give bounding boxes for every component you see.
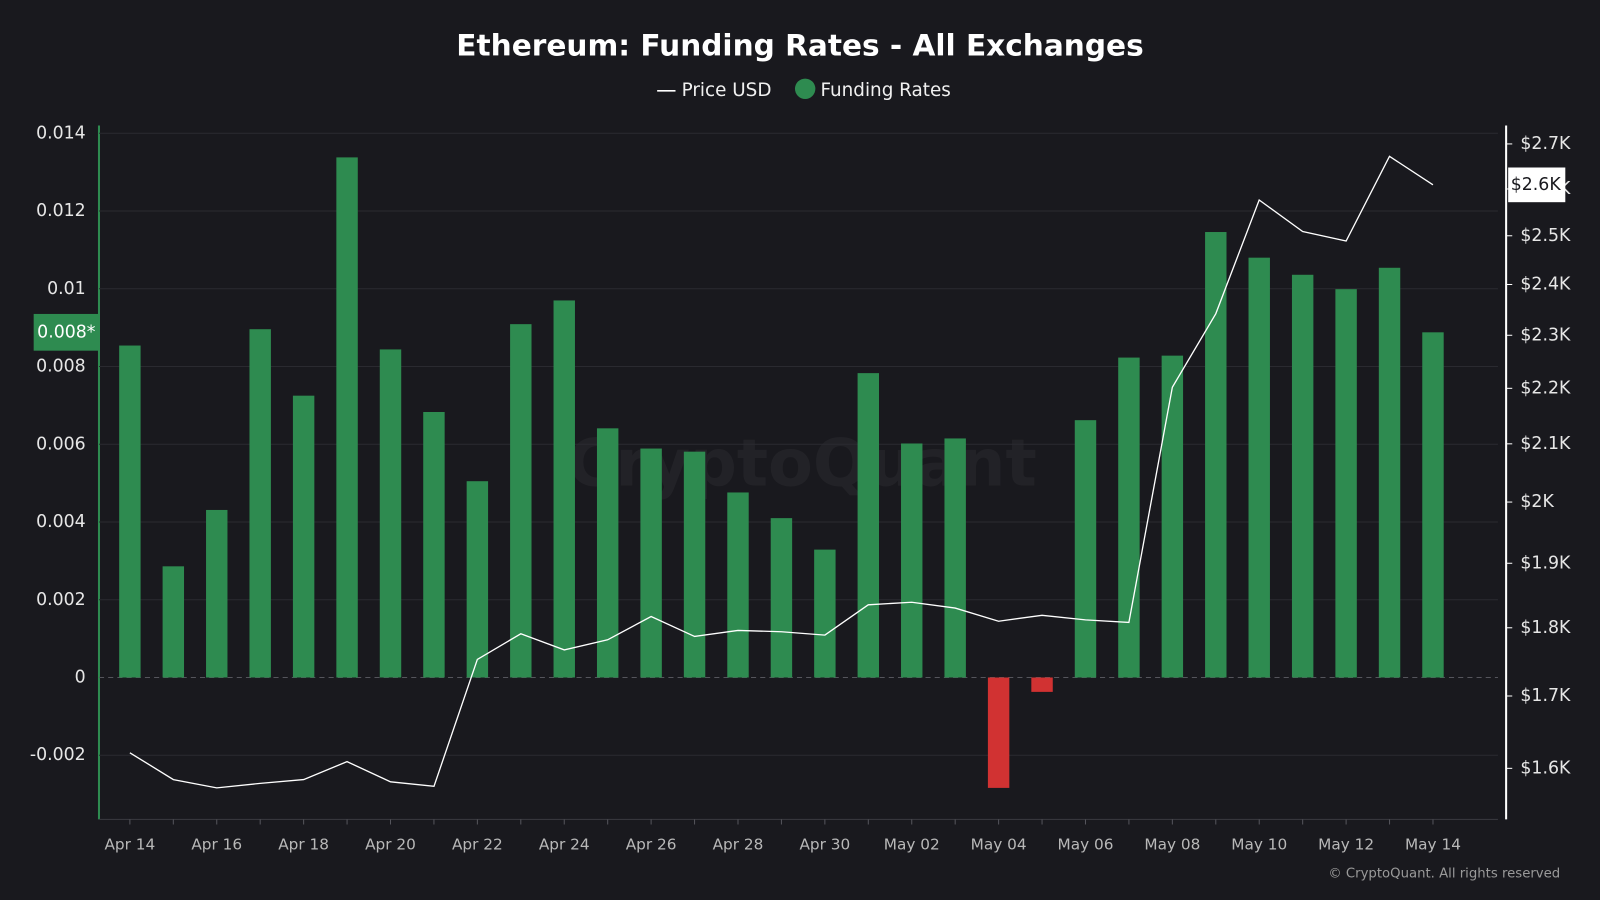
x-tick-label: May 04 — [971, 835, 1027, 853]
y2-tick-label: $1.9K — [1520, 553, 1571, 573]
y2-tick-label: $2K — [1520, 492, 1554, 512]
bar — [944, 438, 966, 678]
bar — [162, 566, 185, 678]
x-tick-label: May 14 — [1405, 835, 1461, 853]
x-tick-label: Apr 22 — [452, 835, 503, 853]
y2-tick-label: $2.2K — [1520, 378, 1571, 398]
x-tick-label: May 10 — [1231, 835, 1287, 853]
bar — [727, 492, 749, 678]
legend-swatch — [794, 78, 816, 99]
watermark: CryptoQuant — [567, 425, 1036, 501]
x-tick-label: Apr 18 — [278, 835, 329, 853]
bar — [640, 448, 662, 678]
y2-tick-label: $1.8K — [1520, 618, 1571, 638]
bar — [423, 412, 445, 678]
legend-label: Funding Rates — [820, 80, 950, 101]
y-tick-label: 0.008 — [36, 357, 86, 377]
y2-tick-label: $2.1K — [1520, 434, 1571, 454]
y2-tick-label: $2.5K — [1520, 226, 1571, 246]
price-line — [129, 155, 1434, 789]
y-tick-label: -0.002 — [30, 745, 86, 765]
x-tick-label: May 02 — [884, 835, 940, 853]
bar — [987, 677, 1010, 788]
bar — [510, 324, 532, 678]
x-tick-label: Apr 20 — [365, 835, 416, 853]
bar — [466, 481, 489, 678]
bar — [1161, 355, 1184, 678]
bar — [1031, 677, 1053, 692]
current-value-badge — [33, 313, 99, 351]
legend-label: Price USD — [682, 80, 772, 101]
x-tick-label: May 12 — [1318, 835, 1374, 853]
y2-tick-label: $2.7K — [1520, 134, 1571, 154]
bar — [206, 509, 228, 678]
bar — [901, 443, 923, 678]
bar — [119, 345, 141, 678]
bar — [814, 549, 836, 678]
bar — [379, 349, 402, 678]
bar — [1118, 357, 1140, 678]
bar — [1074, 420, 1097, 678]
y2-tick-label: $1.6K — [1520, 758, 1571, 778]
y-tick-label: 0.006 — [36, 434, 86, 454]
bar — [683, 451, 706, 678]
bar — [1335, 289, 1357, 678]
bar — [596, 428, 619, 678]
bar — [1205, 232, 1227, 678]
x-tick-label: Apr 30 — [799, 835, 850, 853]
y-tick-label: 0.014 — [36, 123, 86, 143]
chart-title: Ethereum: Funding Rates - All Exchanges — [456, 28, 1143, 62]
bar — [249, 329, 271, 678]
x-tick-label: Apr 24 — [539, 835, 590, 853]
bar — [553, 300, 575, 678]
x-tick-label: May 08 — [1144, 835, 1200, 853]
x-tick-label: Apr 28 — [713, 835, 764, 853]
bar — [770, 518, 793, 678]
bar — [1378, 267, 1401, 678]
x-tick-label: Apr 26 — [626, 835, 677, 853]
current-price-badge — [1508, 167, 1566, 203]
y-tick-label: 0.01 — [47, 279, 86, 299]
x-tick-label: Apr 16 — [191, 835, 242, 853]
x-tick-label: May 06 — [1058, 835, 1114, 853]
y2-tick-label: $1.7K — [1520, 686, 1571, 706]
current-price-label: $2.6K — [1511, 175, 1562, 195]
y-tick-label: 0.004 — [36, 512, 86, 532]
bar — [1422, 332, 1444, 678]
x-tick-label: Apr 14 — [104, 835, 155, 853]
current-value-label: 0.008* — [37, 322, 96, 342]
bar — [336, 157, 358, 678]
bar — [292, 395, 315, 678]
bar — [857, 373, 880, 678]
y2-tick-label: $2.3K — [1520, 325, 1571, 345]
y-tick-label: 0.012 — [36, 201, 86, 221]
bar — [1248, 257, 1270, 678]
bar — [1291, 274, 1314, 678]
y2-tick-label: $2.4K — [1520, 274, 1571, 294]
copyright: © CryptoQuant. All rights reserved — [1328, 866, 1560, 881]
y-tick-label: 0 — [75, 668, 86, 688]
y-tick-label: 0.002 — [36, 590, 86, 610]
